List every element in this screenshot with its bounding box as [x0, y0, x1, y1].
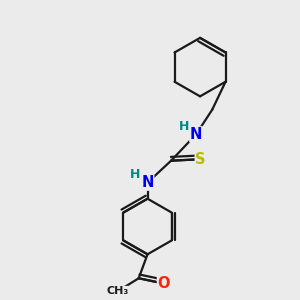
Text: N: N [141, 175, 154, 190]
Text: H: H [130, 168, 140, 181]
Text: N: N [190, 127, 202, 142]
Text: H: H [178, 120, 189, 133]
Text: CH₃: CH₃ [106, 286, 129, 296]
Text: S: S [195, 152, 206, 167]
Text: O: O [158, 276, 170, 291]
